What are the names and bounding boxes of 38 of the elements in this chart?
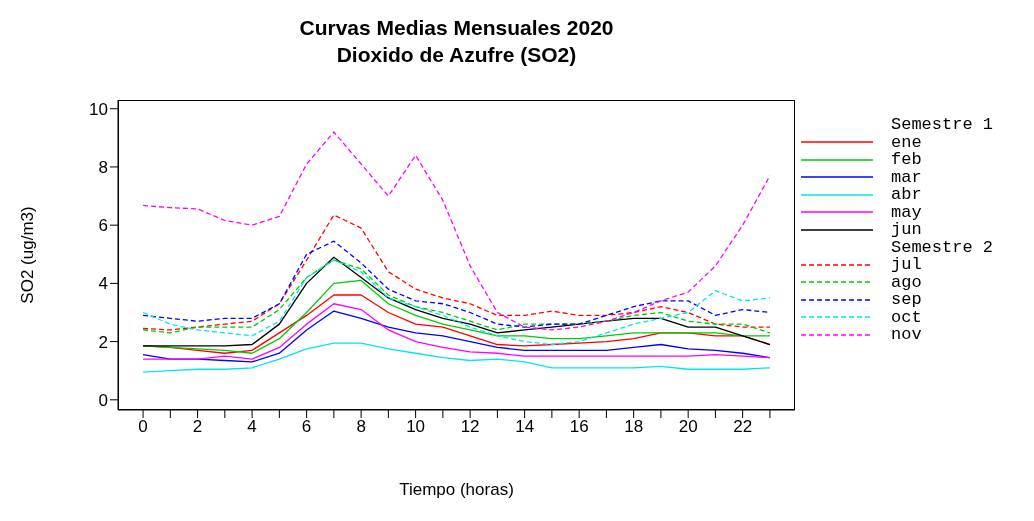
line-series xyxy=(142,214,771,331)
y-tick-label: 8 xyxy=(98,157,108,177)
x-tick-label: 4 xyxy=(247,417,257,437)
x-tick-label: 2 xyxy=(192,417,203,437)
y-tick-label: 2 xyxy=(98,332,108,352)
x-tick-label: 10 xyxy=(406,417,426,437)
legend-label: nov xyxy=(891,325,922,344)
legend-label: jul xyxy=(891,255,922,274)
chart-title: Curvas Medias Mensuales 2020 Dioxido de Azufre (SO2) xyxy=(298,15,615,68)
x-tick-label: 6 xyxy=(301,417,312,437)
legend-label: may xyxy=(891,202,922,222)
text: Semestre 1 xyxy=(890,115,994,134)
legend-label: ene xyxy=(891,132,922,152)
x-axis-title: Tiempo (horas) xyxy=(398,480,515,500)
x-tick-label: 18 xyxy=(624,417,644,437)
y-tick-label: 6 xyxy=(98,216,108,236)
line-series xyxy=(142,303,771,360)
legend-label: abr xyxy=(891,185,922,204)
legend-label: mar xyxy=(891,167,922,187)
y-tick-label: 10 xyxy=(89,99,108,119)
y-tick-label: 4 xyxy=(98,274,108,294)
legend-label: sep xyxy=(891,290,922,309)
x-tick-label: 0 xyxy=(138,417,148,437)
x-tick-label: 20 xyxy=(678,417,698,437)
x-tick-label: 14 xyxy=(515,417,535,437)
x-tick-label: 22 xyxy=(733,417,753,437)
legend-label: oct xyxy=(891,307,922,327)
legend-label: feb xyxy=(891,150,922,169)
legend-label: jun xyxy=(891,220,922,239)
x-tick-label: 8 xyxy=(356,417,366,437)
text: Semestre 2 xyxy=(890,237,994,257)
y-tick-label: 0 xyxy=(98,390,108,410)
x-tick-label: 12 xyxy=(460,417,480,437)
y-axis-title: SO2 (ug/m3) xyxy=(18,206,38,304)
line-series xyxy=(142,131,771,331)
x-tick-label: 16 xyxy=(569,417,589,437)
legend-label: ago xyxy=(891,272,922,292)
line-series xyxy=(142,342,771,373)
